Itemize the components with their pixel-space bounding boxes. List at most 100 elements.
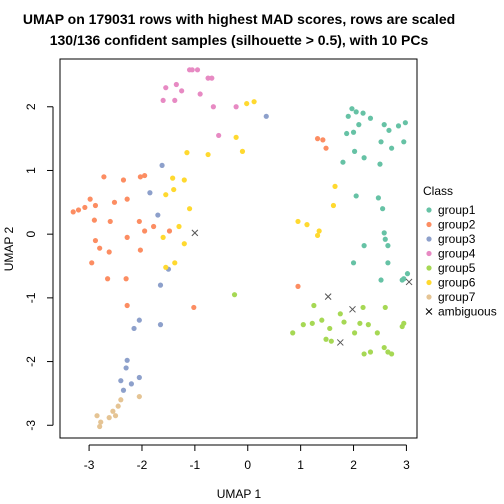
point-group4: [179, 88, 185, 94]
point-group3: [123, 365, 129, 371]
point-group5: [309, 320, 315, 326]
point-group7: [115, 403, 121, 409]
point-group2: [97, 245, 103, 251]
point-group5: [351, 330, 358, 336]
point-group1: [345, 113, 351, 119]
point-group2: [320, 137, 326, 143]
point-group4: [173, 81, 179, 88]
point-group6: [332, 183, 338, 189]
legend-marker-group7: [426, 294, 432, 300]
legend-marker-group6: [426, 279, 432, 286]
point-group1: [381, 122, 387, 128]
plot-area-frame: [59, 58, 418, 439]
point-group6: [205, 151, 211, 158]
x-tick-label: 0: [244, 458, 251, 472]
data-points: [70, 67, 413, 430]
point-group1: [399, 277, 405, 283]
point-group2: [91, 217, 97, 223]
point-group6: [160, 234, 166, 240]
y-tick-label: -3: [24, 420, 38, 431]
point-group1: [389, 145, 395, 151]
point-group1: [344, 130, 350, 137]
point-group4: [197, 91, 203, 97]
point-group5: [337, 311, 343, 317]
point-group3: [159, 162, 165, 168]
point-group4: [216, 132, 222, 139]
chart-title-line2: 130/136 confident samples (silhouette > …: [50, 32, 429, 48]
legend-marker-ambiguous: [425, 308, 433, 315]
point-ambiguous: [324, 293, 332, 300]
y-tick-label: -1: [24, 292, 38, 303]
x-tick-label: -1: [190, 458, 201, 472]
point-group3: [147, 190, 153, 196]
point-ambiguous: [405, 278, 413, 286]
point-group2: [124, 302, 130, 309]
point-group2: [105, 276, 111, 282]
point-group7: [136, 393, 142, 400]
point-group4: [209, 75, 215, 81]
point-group5: [361, 351, 367, 357]
point-group3: [131, 325, 137, 332]
legend-marker-group5: [426, 265, 432, 271]
point-group5: [382, 304, 388, 311]
point-group2: [75, 207, 82, 213]
point-group2: [70, 209, 76, 215]
point-group1: [350, 129, 357, 135]
legend-label-group6: group6: [438, 276, 476, 290]
point-group6: [172, 260, 178, 266]
legend-label-group7: group7: [438, 290, 476, 304]
point-group5: [389, 351, 395, 357]
point-group5: [341, 319, 347, 325]
point-group3: [157, 322, 164, 328]
x-tick-label: -2: [137, 458, 148, 472]
point-group7: [106, 415, 112, 421]
point-group2: [137, 247, 143, 253]
legend-marker-group3: [426, 236, 432, 242]
point-group1: [360, 110, 366, 116]
point-group3: [263, 113, 269, 119]
y-tick-label: -2: [24, 356, 38, 367]
point-group3: [124, 357, 130, 363]
point-group5: [328, 338, 334, 344]
point-group6: [239, 148, 246, 154]
point-group6: [176, 223, 182, 230]
y-axis: -3 -2 -1 0 1 2: [24, 103, 54, 431]
point-group4: [233, 104, 239, 110]
point-group1: [349, 106, 355, 112]
point-group2: [87, 196, 93, 202]
point-group1: [381, 230, 387, 236]
x-tick-label: 2: [350, 458, 357, 472]
point-group4: [189, 67, 195, 73]
point-group5: [399, 323, 405, 330]
point-group6: [295, 218, 301, 225]
point-group5: [323, 336, 329, 342]
point-group3: [136, 374, 142, 381]
x-axis: -3 -2 -1 0 1 2 3: [84, 444, 410, 472]
point-group2: [166, 228, 173, 234]
point-group7: [118, 397, 124, 403]
legend-label-group2: group2: [438, 218, 476, 232]
point-group3: [157, 282, 164, 288]
x-tick-label: 1: [297, 458, 304, 472]
point-group1: [401, 139, 407, 145]
point-group4: [205, 75, 211, 81]
y-tick-label: 0: [24, 231, 38, 238]
point-ambiguous: [191, 229, 199, 237]
point-group2: [142, 172, 148, 179]
chart-title-line1: UMAP on 179031 rows with highest MAD sco…: [23, 11, 455, 27]
point-group6: [314, 232, 321, 239]
x-axis-label: UMAP 1: [217, 487, 262, 501]
y-tick-label: 2: [24, 103, 38, 110]
point-group7: [97, 423, 103, 430]
y-axis-label: UMAP 2: [2, 226, 16, 271]
point-group6: [181, 177, 187, 183]
point-group6: [184, 150, 190, 156]
legend-label-group3: group3: [438, 232, 476, 246]
point-group1: [378, 277, 384, 283]
point-group2: [136, 218, 142, 225]
point-group5: [381, 344, 387, 351]
point-group5: [360, 304, 366, 311]
point-group4: [194, 67, 201, 73]
point-group6: [330, 202, 337, 209]
